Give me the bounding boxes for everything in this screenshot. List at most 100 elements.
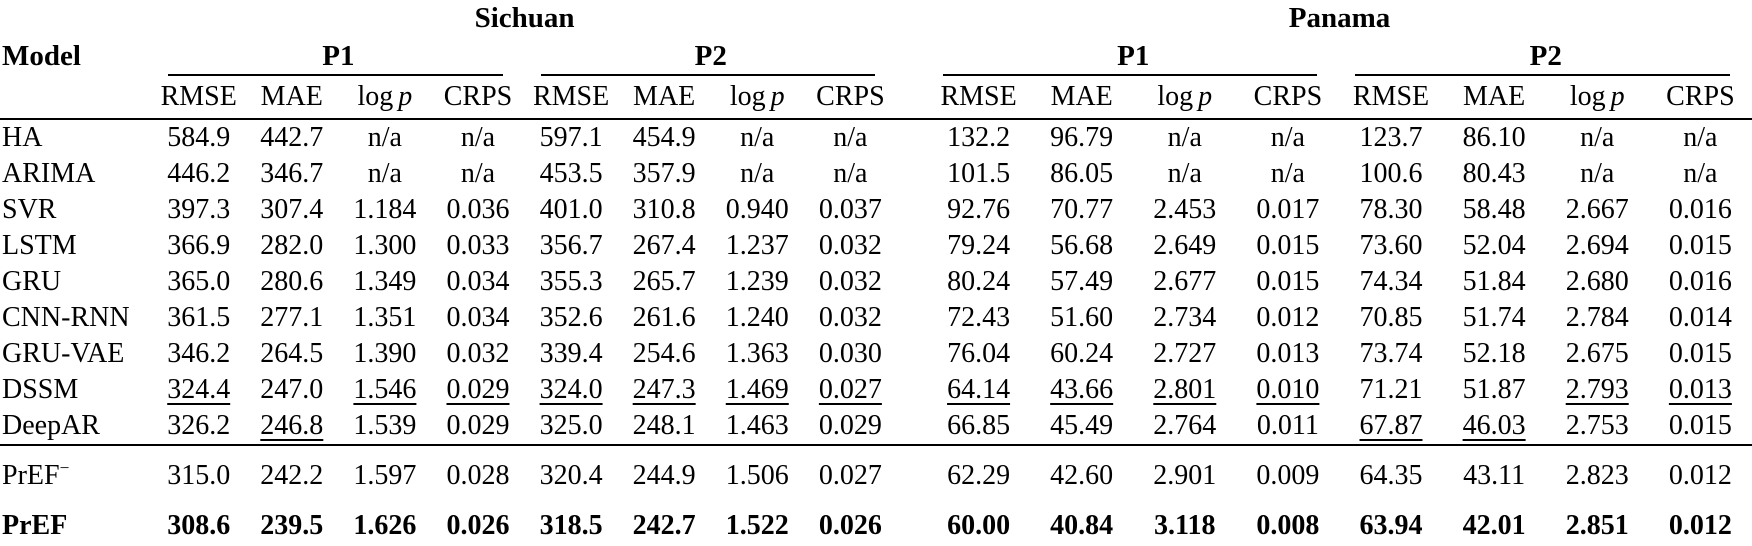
metric-value-cell: n/a: [740, 122, 775, 153]
metric-value-cell: 86.10: [1462, 122, 1526, 153]
metric-value-cell: 0.012: [1648, 502, 1752, 546]
metric-value-cell: 339.4: [539, 338, 603, 369]
metric-value-cell: 280.6: [260, 266, 324, 297]
metric-value-cell: 320.4: [524, 444, 618, 502]
metric-value-cell: 0.940: [725, 194, 789, 225]
metric-value-cell: 64.14: [947, 374, 1011, 405]
metric-value-cell: 0.009: [1236, 444, 1340, 502]
metric-value-cell: 0.013: [1256, 338, 1320, 369]
model-name-cell: SVR: [0, 192, 152, 228]
metric-label: log: [357, 81, 394, 112]
metric-label-italic: p: [398, 81, 413, 112]
metric-value-cell: n/a: [367, 122, 402, 153]
metric-label: RMSE: [532, 81, 610, 112]
metric-value-cell: 2.649: [1153, 230, 1217, 261]
model-name: HA: [2, 122, 43, 153]
metric-value-cell: 0.034: [446, 266, 510, 297]
metric-value-cell: 42.01: [1442, 502, 1546, 546]
metric-header-row: RMSE MAE log p CRPS RMSE MAE log p CRPS RMSE MAE log…: [0, 76, 1752, 120]
metric-value-cell: 101.5: [947, 158, 1011, 189]
metric-value-cell: 1.390: [353, 338, 417, 369]
metric-value-cell: 265.7: [632, 266, 696, 297]
metric-value-cell: 1.300: [353, 230, 417, 261]
metric-header-log: log p: [1545, 76, 1649, 120]
metric-header-rmse: RMSE: [524, 76, 618, 120]
metric-value-cell: n/a: [833, 122, 868, 153]
metric-value-cell: 51.74: [1462, 302, 1526, 333]
metric-value-cell: 2.453: [1153, 194, 1217, 225]
metric-value-cell: 264.5: [260, 338, 324, 369]
column-spacer: [897, 372, 927, 408]
metric-value-cell: n/a: [1270, 122, 1305, 153]
table-header: Sichuan Panama Model P1 P2 P1 P2 RMSE MAE log p CRP…: [0, 0, 1752, 120]
metric-value-cell: 0.032: [818, 230, 882, 261]
model-name: LSTM: [2, 230, 77, 261]
table-row: HA 584.9 442.7 n/a n/a 597.1 454.9 n/a n/a 132.2 9…: [0, 119, 1752, 156]
table-row: GRU-VAE 346.2 264.5 1.390 0.032 339.4 254.6 1.3…: [0, 336, 1752, 372]
table-row: PrEF 308.6 239.5 1.626 0.026 318.5 242.7 1.522 0…: [0, 502, 1752, 546]
metric-value-cell: n/a: [833, 158, 868, 189]
metric-value-cell: 100.6: [1359, 158, 1423, 189]
metric-value-cell: 2.764: [1153, 410, 1217, 441]
metric-value-cell: 365.0: [167, 266, 231, 297]
model-name-cell: CNN-RNN: [0, 300, 152, 336]
metric-value-cell: 58.48: [1462, 194, 1526, 225]
model-name: PrEF: [2, 460, 60, 491]
metric-value-cell: 52.04: [1462, 230, 1526, 261]
metric-value-cell: 123.7: [1359, 122, 1423, 153]
metric-value-cell: 242.2: [245, 444, 339, 502]
corner-spacer: [0, 76, 153, 120]
column-spacer: [896, 76, 928, 120]
metric-value-cell: 0.015: [1256, 266, 1320, 297]
metric-value-cell: 397.3: [167, 194, 231, 225]
metric-value-cell: 0.026: [803, 502, 897, 546]
model-name: GRU: [2, 266, 62, 297]
column-spacer: [897, 300, 927, 336]
metric-value-cell: 2.680: [1565, 266, 1629, 297]
metric-header-rmse: RMSE: [152, 76, 246, 120]
column-spacer: [896, 444, 928, 502]
metric-value-cell: n/a: [1167, 158, 1202, 189]
metric-value-cell: 282.0: [260, 230, 324, 261]
metric-value-cell: 2.727: [1153, 338, 1217, 369]
model-name-cell: GRU: [0, 264, 152, 300]
model-name: CNN-RNN: [2, 302, 130, 333]
metric-value-cell: n/a: [460, 158, 496, 189]
metric-value-cell: 56.68: [1050, 230, 1114, 261]
metric-value-cell: 401.0: [539, 194, 603, 225]
metric-label: CRPS: [1253, 81, 1323, 112]
model-name-cell: PrEF−: [0, 444, 153, 502]
metric-label: RMSE: [160, 81, 237, 112]
metric-value-cell: 346.2: [167, 338, 231, 369]
metric-value-cell: 45.49: [1050, 410, 1114, 441]
metric-header-crps: CRPS: [803, 76, 897, 120]
metric-header-mae: MAE: [1030, 76, 1134, 120]
metric-value-cell: 51.84: [1462, 266, 1526, 297]
metric-value-cell: n/a: [1683, 122, 1718, 153]
table-row: DeepAR 326.2 246.8 1.539 0.029 325.0 248.1 1.46…: [0, 408, 1752, 445]
metric-value-cell: 324.4: [167, 374, 231, 405]
metric-value-cell: 60.00: [927, 502, 1031, 546]
metric-value-cell: 46.03: [1462, 410, 1526, 441]
metric-value-cell: 0.012: [1648, 444, 1752, 502]
metric-value-cell: n/a: [1580, 158, 1615, 189]
metric-value-cell: 51.87: [1462, 374, 1526, 405]
dataset-header-row: Sichuan Panama: [0, 0, 1752, 36]
period-header-p1-panama: P1: [927, 36, 1339, 76]
metric-value-cell: 247.3: [632, 374, 696, 405]
table-row: ARIMA 446.2 346.7 n/a n/a 453.5 357.9 n/a n/a 101…: [0, 156, 1752, 192]
model-name: PrEF: [2, 510, 68, 541]
metric-value-cell: 247.0: [260, 374, 324, 405]
metric-value-cell: 76.04: [947, 338, 1011, 369]
metric-value-cell: 0.033: [446, 230, 510, 261]
column-spacer: [897, 156, 927, 192]
metric-value-cell: 1.469: [725, 374, 789, 405]
metric-value-cell: 80.24: [947, 266, 1011, 297]
metric-value-cell: n/a: [367, 158, 402, 189]
metric-label: MAE: [260, 81, 323, 112]
metric-value-cell: 2.677: [1153, 266, 1217, 297]
table-row: CNN-RNN 361.5 277.1 1.351 0.034 352.6 261.6 1.2…: [0, 300, 1752, 336]
metric-label: CRPS: [443, 81, 513, 112]
metric-header-crps: CRPS: [1648, 76, 1752, 120]
metric-header-rmse: RMSE: [927, 76, 1031, 120]
